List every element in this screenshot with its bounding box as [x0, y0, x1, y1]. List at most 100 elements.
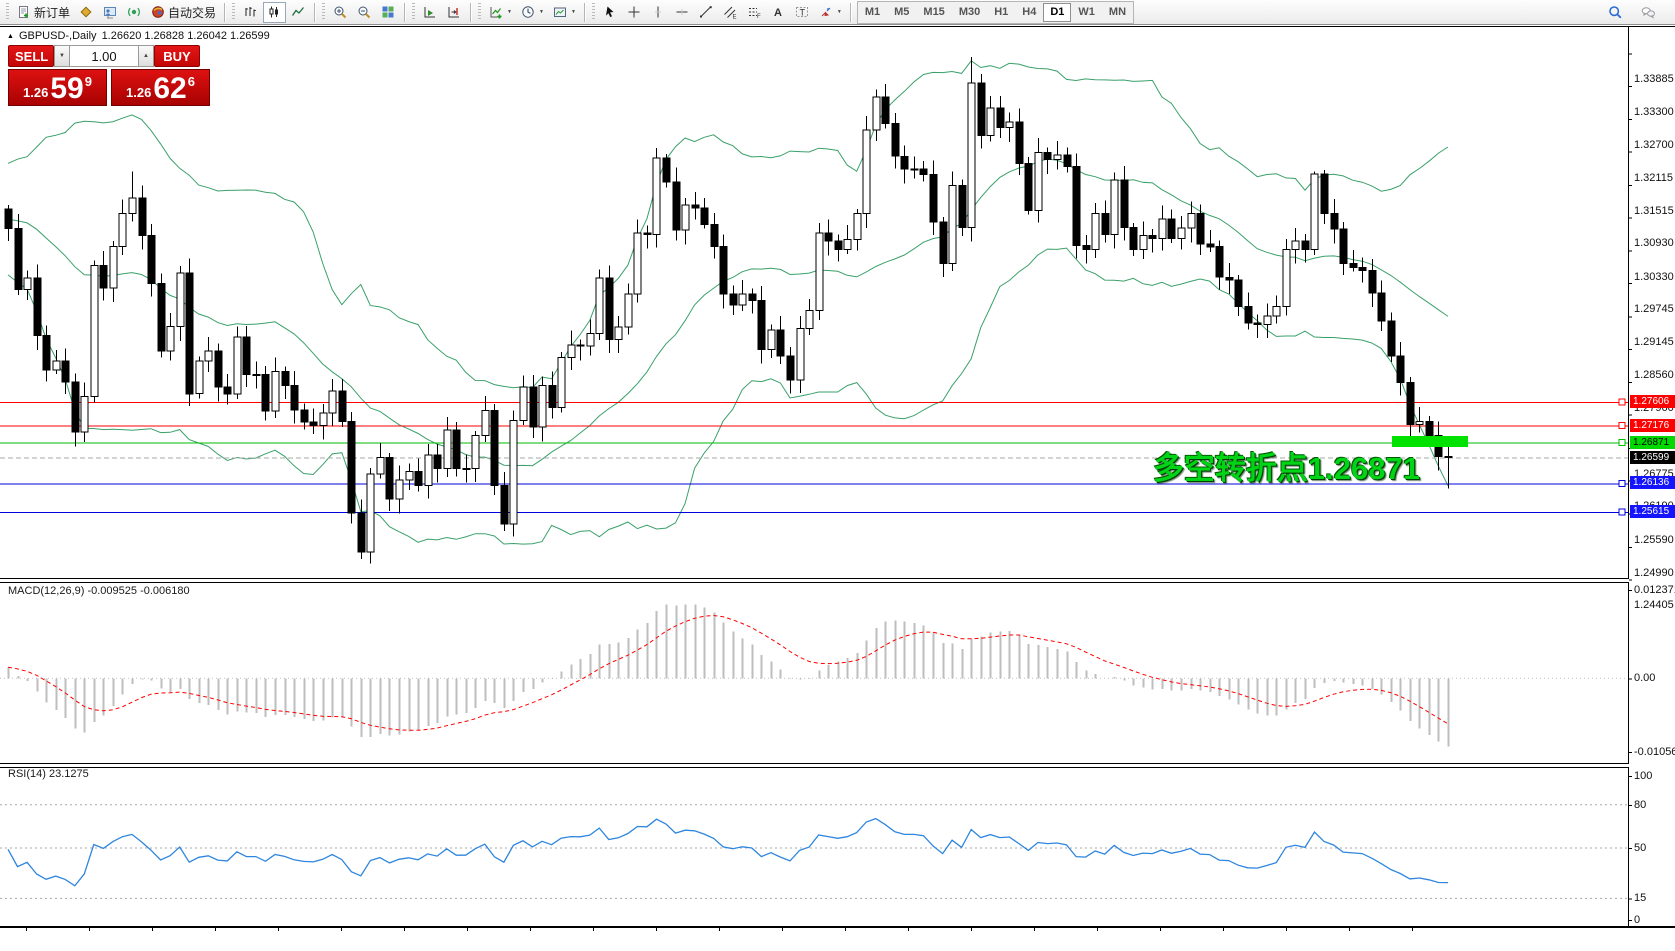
toolbar-grip[interactable]: [412, 3, 416, 21]
periods-button[interactable]: ▼: [517, 2, 548, 23]
timeframe-d1-button[interactable]: D1: [1043, 2, 1072, 22]
market-depth-button[interactable]: [75, 2, 98, 23]
candle-body: [1415, 421, 1424, 425]
date-axis[interactable]: 23 Oct 20181 Nov 201811 Nov 201820 Nov 2…: [0, 927, 1675, 951]
buy-button[interactable]: BUY: [154, 45, 200, 67]
sell-price[interactable]: 1.26 59 9: [8, 69, 107, 106]
candle: [252, 361, 261, 389]
candle-body: [1425, 421, 1434, 436]
zoom-out-button[interactable]: [353, 2, 376, 23]
timeframe-h1-button[interactable]: H1: [987, 3, 1015, 22]
fibonacci-button[interactable]: F: [743, 2, 766, 23]
toolbar-grip[interactable]: [591, 3, 595, 21]
timeframe-m30-button[interactable]: M30: [952, 3, 987, 22]
pane-divider-macd[interactable]: [0, 578, 1629, 583]
new-order-button[interactable]: 新订单: [13, 2, 74, 23]
candle-body: [872, 96, 881, 131]
chevron-down-icon[interactable]: ▼: [507, 9, 512, 15]
candle-body: [347, 421, 356, 514]
arrows-button[interactable]: ▼: [815, 2, 846, 23]
terminal-button[interactable]: [99, 2, 122, 23]
volume-down-button[interactable]: ▼: [54, 45, 70, 67]
pivot-highlight-rectangle[interactable]: [1392, 436, 1468, 447]
timeframe-m1-button[interactable]: M1: [858, 3, 887, 22]
crosshair-button[interactable]: [623, 2, 646, 23]
line-handle[interactable]: [1618, 439, 1626, 447]
timeframe-m5-button[interactable]: M5: [887, 3, 916, 22]
line-handle[interactable]: [1618, 422, 1626, 430]
sell-button[interactable]: SELL: [8, 45, 54, 67]
line-chart-button[interactable]: [287, 2, 310, 23]
indicators-button[interactable]: ▼: [485, 2, 516, 23]
line-handle[interactable]: [1618, 508, 1626, 516]
candle-body: [605, 277, 614, 340]
candle: [1291, 228, 1300, 264]
candle: [576, 339, 585, 361]
candlestick-button[interactable]: [263, 1, 287, 23]
news-signal-button[interactable]: [123, 2, 146, 23]
line-handle[interactable]: [1618, 479, 1626, 487]
candle: [805, 299, 814, 335]
timeframe-m15-button[interactable]: M15: [916, 3, 951, 22]
line-price-tag[interactable]: 1.27606: [1630, 394, 1675, 408]
chevron-down-icon[interactable]: ▼: [836, 9, 842, 15]
collapse-icon[interactable]: ▲: [7, 32, 14, 40]
candle: [853, 209, 862, 251]
timeframe-mn-button[interactable]: MN: [1102, 3, 1133, 22]
volume-input[interactable]: [70, 45, 138, 67]
volume-up-button[interactable]: ▲: [138, 45, 154, 67]
candle-body: [462, 468, 471, 471]
timeframe-w1-button[interactable]: W1: [1071, 3, 1102, 22]
auto-scroll-button[interactable]: [419, 2, 442, 23]
candle: [414, 458, 423, 492]
candle-body: [748, 293, 757, 302]
line-handle[interactable]: [1618, 398, 1626, 406]
search-button[interactable]: [1604, 2, 1627, 23]
pane-divider-rsi[interactable]: [0, 763, 1629, 768]
zoom-in-icon: [334, 6, 347, 19]
candle: [338, 379, 347, 428]
chevron-down-icon[interactable]: ▼: [538, 9, 544, 15]
horizontal-line-button[interactable]: [671, 2, 694, 23]
candle-body: [1358, 266, 1367, 272]
line-price-tag[interactable]: 1.26871: [1630, 435, 1675, 449]
price-tick-label: 1.24990: [1634, 566, 1674, 579]
trendline-icon: [699, 6, 712, 18]
toolbar-grip[interactable]: [6, 3, 9, 21]
trendline-button[interactable]: [695, 2, 718, 23]
text-label-button[interactable]: T: [791, 2, 814, 23]
templates-button[interactable]: ▼: [549, 2, 580, 23]
candle-body: [567, 344, 576, 359]
line-price-tag[interactable]: 1.27176: [1630, 418, 1675, 432]
zoom-in-button[interactable]: [329, 2, 352, 23]
line-price-tag[interactable]: 1.25615: [1630, 505, 1675, 519]
bollinger-middle-band: [7, 158, 1449, 467]
candle-body: [405, 471, 414, 481]
text-button[interactable]: A: [767, 2, 790, 23]
vertical-line-button[interactable]: [647, 2, 670, 23]
toolbar-grip[interactable]: [232, 3, 236, 21]
toolbar-grip[interactable]: [322, 3, 326, 21]
chart-shift-button[interactable]: [443, 2, 466, 23]
tile-windows-button[interactable]: [377, 2, 400, 23]
timeframe-h4-button[interactable]: H4: [1015, 3, 1043, 22]
price-tick-label: 1.30330: [1634, 270, 1674, 283]
candle-body: [52, 360, 61, 371]
trend-pivot-annotation[interactable]: 多空转折点1.26871: [1152, 451, 1420, 486]
candle: [490, 403, 499, 495]
auto-trading-button[interactable]: 自动交易: [147, 2, 220, 23]
toolbar-grip[interactable]: [478, 3, 482, 21]
bar-chart-button[interactable]: [239, 2, 262, 23]
candle-body: [548, 385, 557, 409]
line-price-tag[interactable]: 1.26136: [1630, 476, 1675, 490]
chevron-down-icon[interactable]: ▼: [570, 9, 576, 15]
indicators-icon: [490, 7, 502, 19]
candle-body: [1196, 212, 1205, 245]
cursor-button[interactable]: [599, 2, 622, 23]
buy-price[interactable]: 1.26 62 6: [111, 69, 210, 106]
candle: [204, 336, 213, 373]
chat-button[interactable]: [1637, 2, 1660, 23]
price-tick-label: 1.33300: [1634, 105, 1674, 118]
new-order-label: 新订单: [34, 5, 71, 20]
equidistant-channel-button[interactable]: E: [719, 2, 742, 23]
